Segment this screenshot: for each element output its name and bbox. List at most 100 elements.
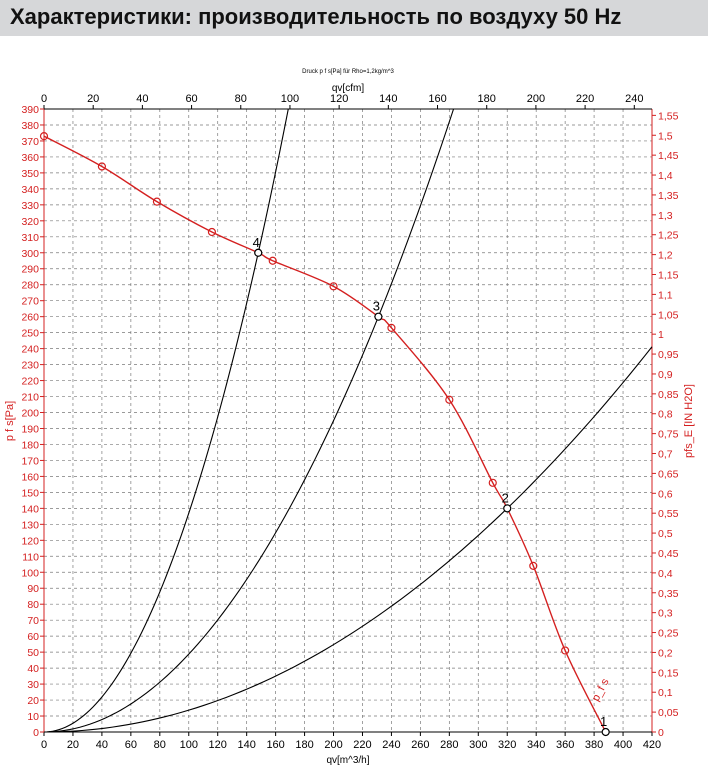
fan-curve-marker <box>39 132 49 141</box>
operating-point-label-2: 2 <box>502 490 509 505</box>
fan-curve-label: p_f s <box>590 676 612 703</box>
operating-point-label-3: 3 <box>373 299 380 314</box>
points: 4 3 2 1 <box>39 132 610 737</box>
y2-tick-label: 0,9 <box>658 369 673 381</box>
y-tick-label: 270 <box>21 296 39 308</box>
x-tick-label: 220 <box>353 739 371 751</box>
y-tick-label: 160 <box>21 471 39 483</box>
x-axis-label: qv[m^3/h] <box>326 755 369 766</box>
y-tick-label: 210 <box>21 392 39 404</box>
y2-tick-label: 0,6 <box>658 488 673 500</box>
y2-tick-label: 1,1 <box>658 289 673 301</box>
y-tick-label: 360 <box>21 152 39 164</box>
y2-tick-label: 0,35 <box>658 588 679 600</box>
y-tick-label: 390 <box>21 104 39 116</box>
y-tick-label: 140 <box>21 503 39 515</box>
y2-tick-label: 0,3 <box>658 608 673 620</box>
fan-curve-marker <box>387 323 396 332</box>
y-tick-label: 0 <box>33 727 39 739</box>
fan-curve-marker <box>529 561 538 570</box>
y-tick-label: 300 <box>21 248 39 260</box>
y2-tick-label: 0,15 <box>658 667 679 679</box>
y-tick-label: 120 <box>21 535 39 547</box>
y-axis-label: p f s[Pa] <box>4 401 16 441</box>
y2-tick-label: 1,15 <box>658 269 679 281</box>
y2-tick-label: 0,1 <box>658 687 673 699</box>
x-tick-label: 300 <box>469 739 487 751</box>
y-tick-label: 220 <box>21 376 39 388</box>
x-tick-label: 160 <box>266 739 284 751</box>
fan-curve-marker <box>97 162 107 171</box>
x2-tick-label: 200 <box>527 93 545 105</box>
x2-tick-label: 220 <box>576 93 594 105</box>
y2-tick-label: 0,95 <box>658 349 679 361</box>
y-tick-label: 290 <box>21 264 39 276</box>
y-tick-label: 230 <box>21 360 39 372</box>
y2-tick-label: 0,5 <box>658 528 673 540</box>
x-tick-label: 360 <box>556 739 574 751</box>
y2-tick-label: 1,2 <box>658 250 673 262</box>
y2-tick-label: 1,25 <box>658 230 679 242</box>
fan-performance-chart: Druck p f s[Pa] für Rho=1,2kg/m^3 qv[cfm… <box>4 69 695 766</box>
curves: p_f s <box>43 108 653 733</box>
y2-tick-label: 0,4 <box>658 568 673 580</box>
operating-point-2 <box>503 504 512 513</box>
y2-tick-label: 0 <box>658 727 664 739</box>
x2-tick-label: 140 <box>379 93 397 105</box>
y2-tick-label: 1,55 <box>658 110 679 122</box>
page-title: Характеристики: производительность по во… <box>10 4 622 29</box>
y2-tick-label: 1,35 <box>658 190 679 202</box>
y2-tick-label: 0,2 <box>658 647 673 659</box>
y-tick-label: 150 <box>21 487 39 499</box>
fan-curve-marker <box>268 256 277 265</box>
x2-tick-label: 100 <box>281 93 299 105</box>
operating-point-3 <box>374 312 383 321</box>
x2-tick-label: 240 <box>625 93 643 105</box>
y2-tick-label: 0,8 <box>658 409 673 421</box>
operating-point-label-1: 1 <box>600 714 607 729</box>
y-tick-label: 320 <box>21 216 39 228</box>
fan-curve-marker <box>152 197 162 206</box>
y-tick-label: 250 <box>21 328 39 340</box>
y2-tick-label: 0,7 <box>658 449 673 461</box>
x-tick-label: 200 <box>324 739 342 751</box>
x2-tick-label: 0 <box>41 93 47 105</box>
x2-tick-label: 20 <box>87 93 99 105</box>
x2-tick-label: 80 <box>235 93 247 105</box>
x-tick-label: 420 <box>643 739 661 751</box>
grid <box>43 108 653 733</box>
x-tick-label: 280 <box>440 739 458 751</box>
y2-tick-label: 0,05 <box>658 707 679 719</box>
fan-curve-marker <box>488 478 497 487</box>
y2-tick-label: 1 <box>658 329 664 341</box>
y-tick-label: 40 <box>27 663 39 675</box>
y2-tick-label: 1,5 <box>658 130 673 142</box>
y2-tick-label: 0,55 <box>658 508 679 520</box>
y-tick-label: 330 <box>21 200 39 212</box>
x2-tick-label: 60 <box>185 93 197 105</box>
y-tick-label: 280 <box>21 280 39 292</box>
y-tick-label: 110 <box>22 551 39 563</box>
y-tick-label: 100 <box>21 567 39 579</box>
axes: 0 20 40 60 80 100 120 140 160 180 200 220 240 260 280 3… <box>21 93 678 751</box>
chart-title: Druck p f s[Pa] für Rho=1,2kg/m^3 <box>302 69 394 75</box>
system-curve-3 <box>43 108 455 733</box>
x-tick-label: 20 <box>67 739 79 751</box>
y2-tick-label: 1,05 <box>658 309 679 321</box>
operating-point-4 <box>254 248 263 257</box>
x2-tick-label: 160 <box>428 93 446 105</box>
y-tick-label: 240 <box>21 344 39 356</box>
x2-tick-label: 180 <box>478 93 496 105</box>
y-tick-label: 370 <box>21 136 39 148</box>
y-tick-label: 260 <box>21 312 39 324</box>
y2-tick-label: 0,85 <box>658 389 679 401</box>
y-tick-label: 30 <box>27 679 39 691</box>
y-tick-label: 350 <box>21 168 39 180</box>
operating-point-1 <box>601 727 610 737</box>
y-tick-label: 190 <box>21 423 39 435</box>
x-tick-label: 320 <box>498 739 516 751</box>
system-curve-2 <box>43 346 653 733</box>
y2-tick-label: 1,4 <box>658 170 673 182</box>
title-bar: Характеристики: производительность по во… <box>0 0 708 36</box>
x-tick-label: 180 <box>295 739 313 751</box>
